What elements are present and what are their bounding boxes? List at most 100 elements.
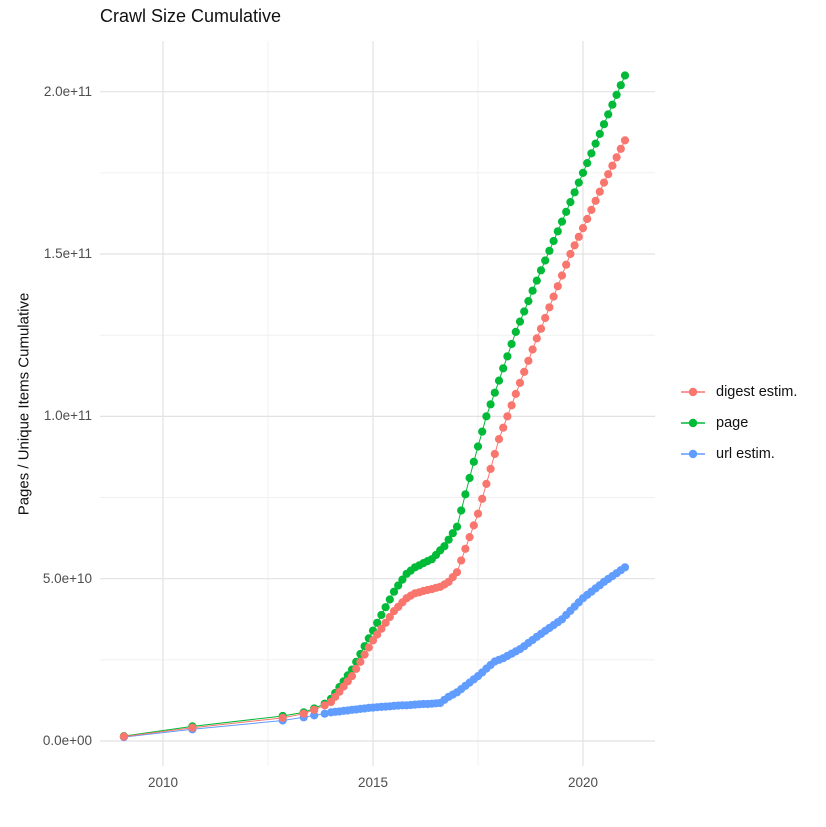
data-point — [532, 276, 541, 285]
data-point — [599, 178, 609, 187]
data-point — [188, 723, 197, 732]
legend-label-page: page — [716, 414, 749, 431]
data-point — [482, 412, 491, 421]
y-axis-title: Pages / Unique Items Cumulative — [15, 292, 33, 516]
x-tick-label: 2010 — [147, 775, 179, 790]
data-point — [499, 364, 508, 373]
data-point — [119, 732, 128, 741]
data-point — [620, 71, 630, 80]
data-point — [570, 241, 579, 250]
legend-item-digest-estim: digest estim. — [680, 376, 797, 407]
data-point — [612, 90, 621, 99]
data-point — [461, 544, 470, 553]
data-point — [469, 457, 478, 466]
series-line — [123, 566, 626, 738]
data-point — [515, 378, 525, 387]
data-point — [494, 435, 504, 444]
data-point — [465, 533, 474, 542]
data-point — [394, 581, 403, 590]
data-point — [608, 161, 617, 170]
data-point — [320, 709, 329, 718]
data-point — [587, 205, 596, 214]
data-point — [398, 575, 407, 584]
data-point — [490, 449, 499, 459]
x-tick-label: 2015 — [357, 775, 389, 790]
data-point — [570, 188, 579, 197]
legend-key-digest-icon — [681, 387, 705, 396]
data-point — [541, 256, 550, 265]
data-point — [377, 610, 386, 620]
data-point — [385, 595, 394, 604]
data-point — [511, 389, 520, 398]
data-point — [528, 286, 537, 295]
data-point — [616, 81, 625, 90]
chart-title: Crawl Size Cumulative — [100, 6, 282, 26]
legend-key-page-icon — [681, 418, 705, 427]
series-digest-estim — [119, 136, 630, 741]
data-point — [389, 587, 399, 596]
data-point — [520, 307, 529, 316]
data-point — [440, 542, 449, 551]
data-point — [620, 563, 630, 572]
y-tick-label: 5.0e+10 — [42, 570, 92, 586]
data-point — [557, 217, 567, 226]
data-point — [499, 423, 508, 432]
data-point — [347, 672, 357, 681]
data-point — [364, 643, 373, 652]
data-point — [536, 324, 546, 333]
data-point — [578, 224, 588, 233]
data-point — [595, 129, 604, 138]
data-point — [549, 236, 558, 246]
data-point — [503, 412, 512, 421]
data-point — [299, 709, 308, 718]
data-point — [583, 159, 592, 168]
legend-item-page: page — [680, 407, 797, 438]
legend: digest estim. page url estim. — [680, 376, 797, 469]
data-point — [566, 198, 575, 207]
data-point — [360, 650, 369, 659]
data-point — [515, 317, 525, 326]
series-url-estim — [119, 563, 630, 742]
data-point — [591, 139, 600, 148]
data-point — [473, 442, 483, 451]
data-point — [478, 427, 487, 436]
data-point — [520, 367, 529, 376]
data-point — [545, 303, 554, 312]
data-point — [465, 473, 474, 483]
y-tick-label: 1.0e+11 — [43, 408, 92, 424]
data-point — [620, 136, 630, 145]
data-point — [385, 612, 394, 622]
data-point — [452, 568, 462, 577]
data-point — [381, 603, 390, 612]
data-point — [587, 149, 596, 158]
data-point — [616, 144, 625, 153]
data-point — [532, 334, 541, 343]
data-point — [612, 153, 621, 162]
data-point — [511, 327, 520, 336]
y-tick-label: 2.0e+11 — [43, 83, 92, 99]
series-page — [119, 71, 630, 741]
data-point — [490, 388, 499, 397]
data-point — [373, 630, 382, 639]
legend-key-url-icon — [681, 449, 705, 458]
legend-label-digest-estim: digest estim. — [716, 383, 798, 400]
data-point — [310, 705, 319, 714]
data-point — [549, 292, 558, 301]
data-point — [524, 356, 533, 365]
data-point — [507, 401, 516, 410]
legend-label-url-estim: url estim. — [716, 445, 775, 462]
data-point — [591, 196, 600, 205]
series-line — [123, 140, 626, 737]
data-point — [377, 624, 386, 633]
data-point — [444, 535, 453, 544]
data-point — [486, 464, 495, 473]
data-point — [461, 490, 470, 499]
data-point — [457, 556, 466, 565]
y-tick-label: 0.0e+00 — [42, 733, 92, 748]
y-tick-label: 1.5e+11 — [43, 246, 92, 262]
data-point — [469, 521, 478, 530]
data-point — [368, 636, 378, 645]
data-point — [553, 282, 562, 291]
data-point — [566, 249, 575, 259]
